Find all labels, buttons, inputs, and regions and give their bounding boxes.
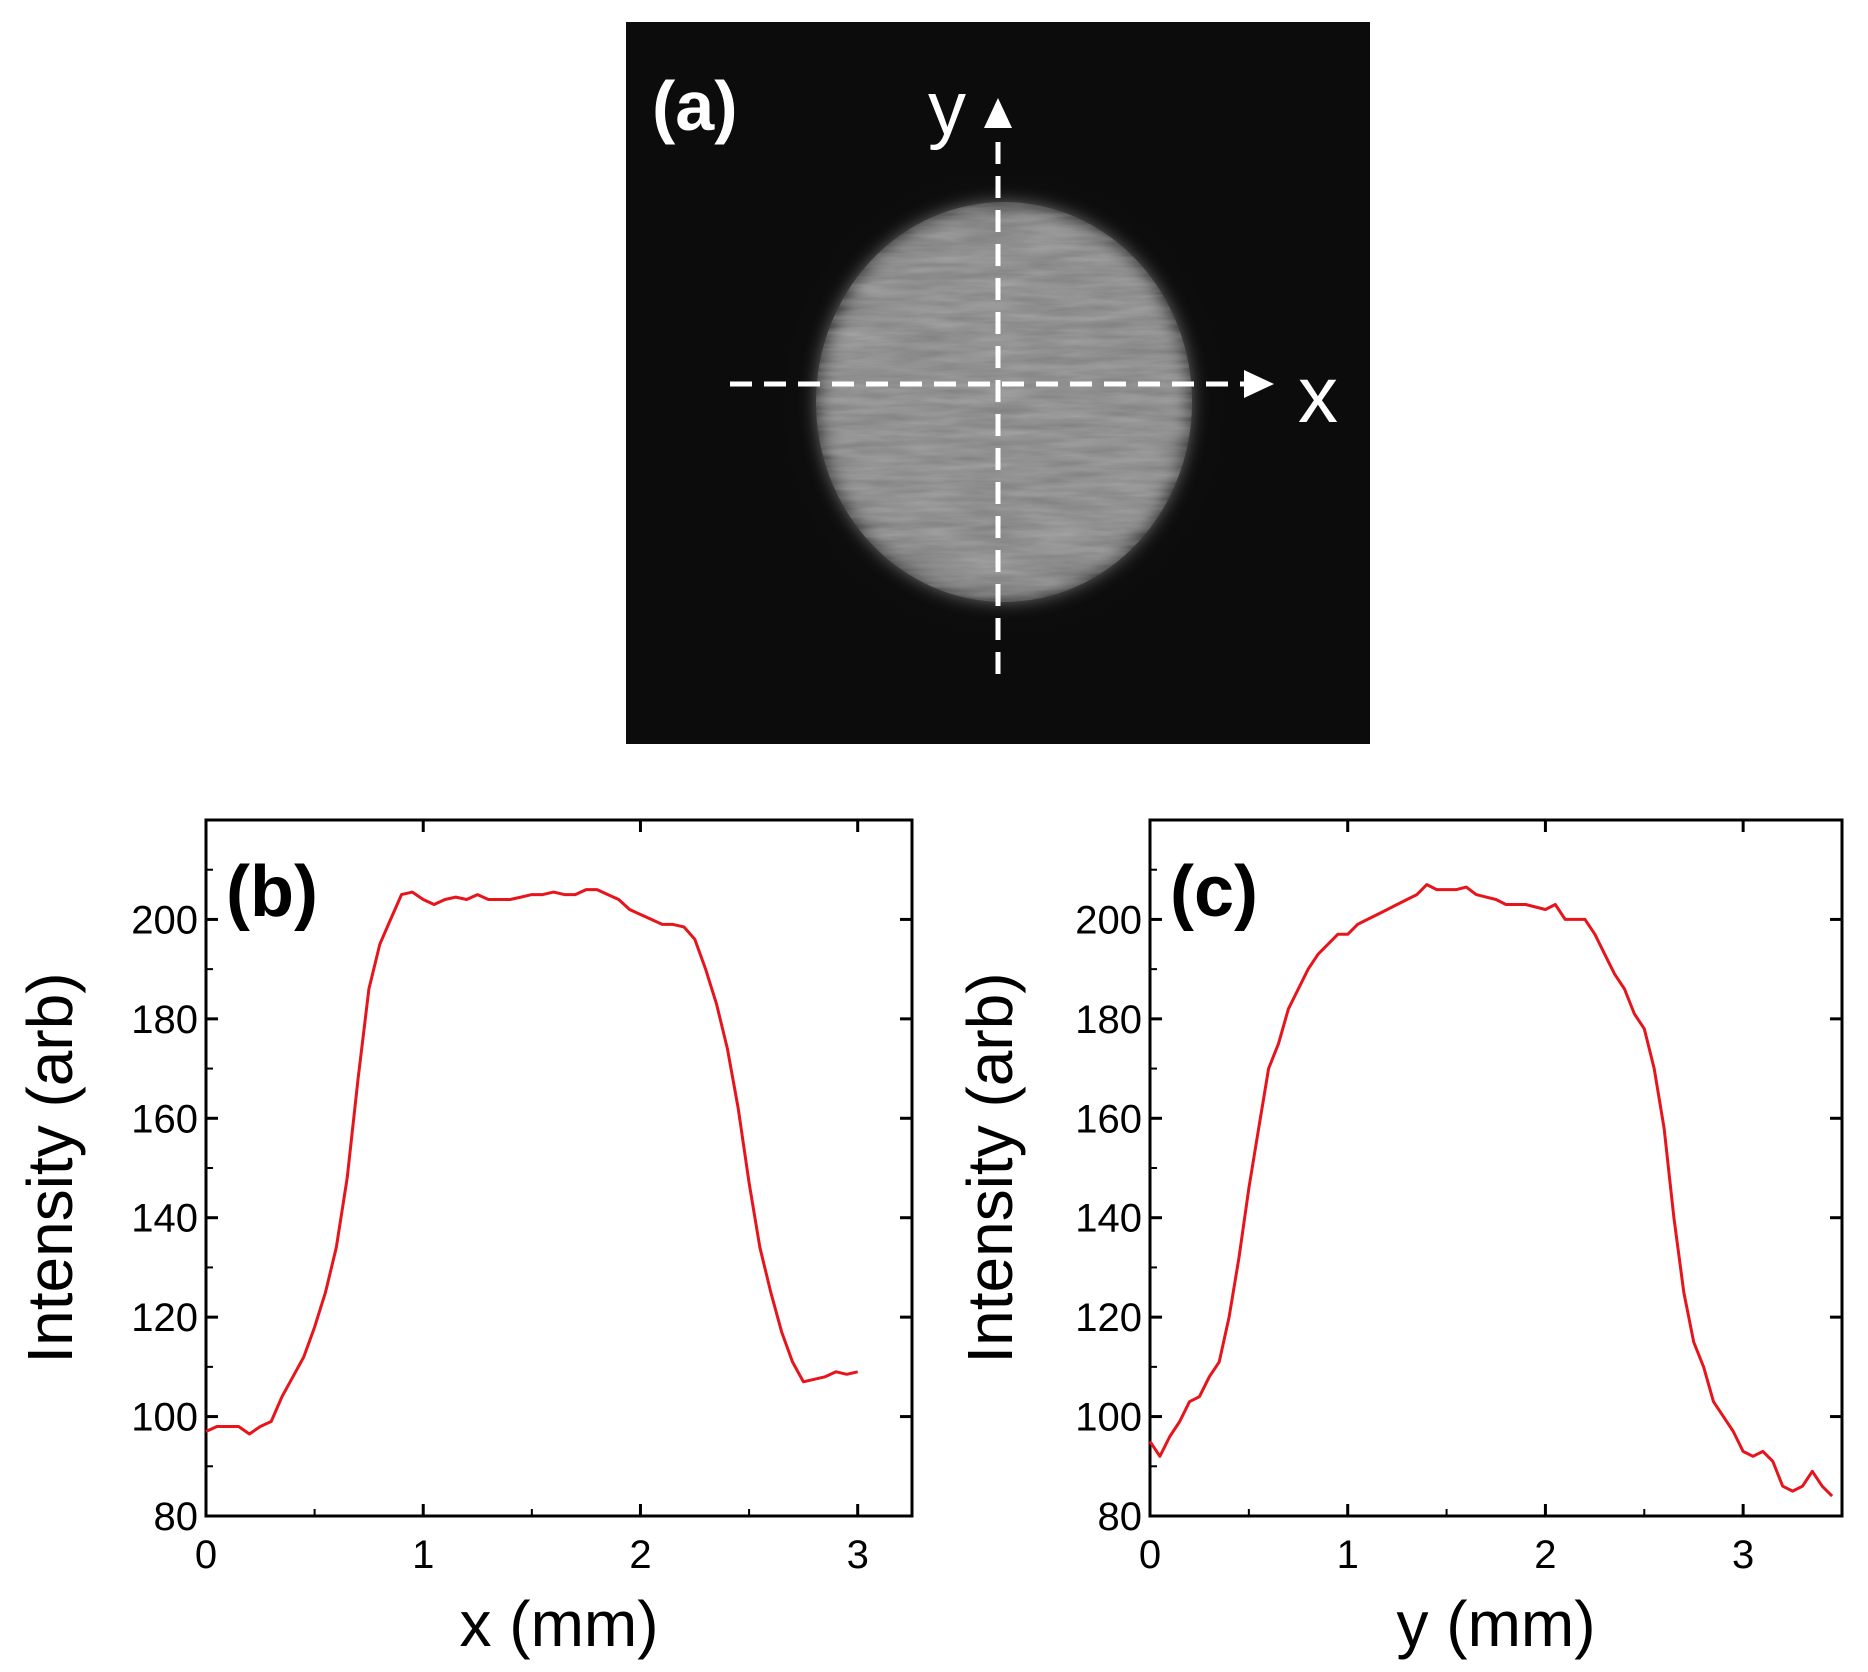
chart-c-y-tick-label: 200 xyxy=(1075,898,1142,942)
chart-c-x-tick-label: 1 xyxy=(1337,1533,1359,1577)
y-arrow-head xyxy=(984,98,1012,128)
chart-c-y-tick-label: 100 xyxy=(1075,1396,1142,1440)
chart-b-x-tick-label: 3 xyxy=(847,1533,869,1577)
chart-c-x-axis-label: y (mm) xyxy=(1396,1588,1595,1660)
image-x-axis-label: x xyxy=(1298,350,1338,439)
chart-b-panel-label: (b) xyxy=(226,852,318,932)
chart-c-marks: 0 1 2 3 80 100 120 140 160 180 200 y (mm) Intensity … xyxy=(954,818,1844,1660)
chart-c-x-tick-label: 0 xyxy=(1139,1533,1161,1577)
chart-c-y-axis-label: Intensity (arb) xyxy=(954,972,1026,1363)
chart-b-x-tick-label: 0 xyxy=(195,1533,217,1577)
chart-b-y-tick-label: 180 xyxy=(131,998,198,1042)
chart-b-x-tick-label: 1 xyxy=(412,1533,434,1577)
chart-c: 0 1 2 3 80 100 120 140 160 180 200 y (mm) Intensity … xyxy=(954,818,1844,1660)
chart-b-y-tick-label: 120 xyxy=(131,1296,198,1340)
chart-b-y-tick-label: 100 xyxy=(131,1396,198,1440)
chart-b-x-tick-label: 2 xyxy=(629,1533,651,1577)
chart-c-y-tick-label: 140 xyxy=(1075,1197,1142,1241)
chart-b-marks: 0 1 2 3 80 100 120 140 160 180 200 x (mm) Intensity … xyxy=(14,818,914,1660)
chart-c-y-tick-label: 180 xyxy=(1075,998,1142,1042)
beam-image-panel: (a) y x xyxy=(626,22,1370,744)
chart-b-y-axis-label: Intensity (arb) xyxy=(14,972,86,1363)
image-y-axis-label: y xyxy=(928,66,966,151)
chart-b: 0 1 2 3 80 100 120 140 160 180 200 x (mm) Intensity … xyxy=(14,818,914,1660)
chart-b-x-axis-label: x (mm) xyxy=(459,1588,658,1660)
chart-c-x-tick-label: 2 xyxy=(1534,1533,1556,1577)
chart-c-x-tick-label: 3 xyxy=(1732,1533,1754,1577)
x-arrow-head xyxy=(1244,370,1274,398)
chart-c-y-tick-label: 80 xyxy=(1098,1495,1143,1539)
chart-b-y-tick-label: 160 xyxy=(131,1097,198,1141)
chart-b-y-tick-label: 80 xyxy=(154,1495,199,1539)
chart-c-series-line xyxy=(1148,883,1834,1498)
chart-b-series-line xyxy=(205,888,859,1436)
chart-c-panel-label: (c) xyxy=(1170,852,1258,932)
chart-c-y-tick-label: 120 xyxy=(1075,1296,1142,1340)
chart-b-y-tick-label: 140 xyxy=(131,1197,198,1241)
panel-a-label: (a) xyxy=(652,67,738,145)
chart-b-y-tick-label: 200 xyxy=(131,898,198,942)
beam-speckle xyxy=(816,202,1192,602)
chart-c-y-tick-label: 160 xyxy=(1075,1097,1142,1141)
